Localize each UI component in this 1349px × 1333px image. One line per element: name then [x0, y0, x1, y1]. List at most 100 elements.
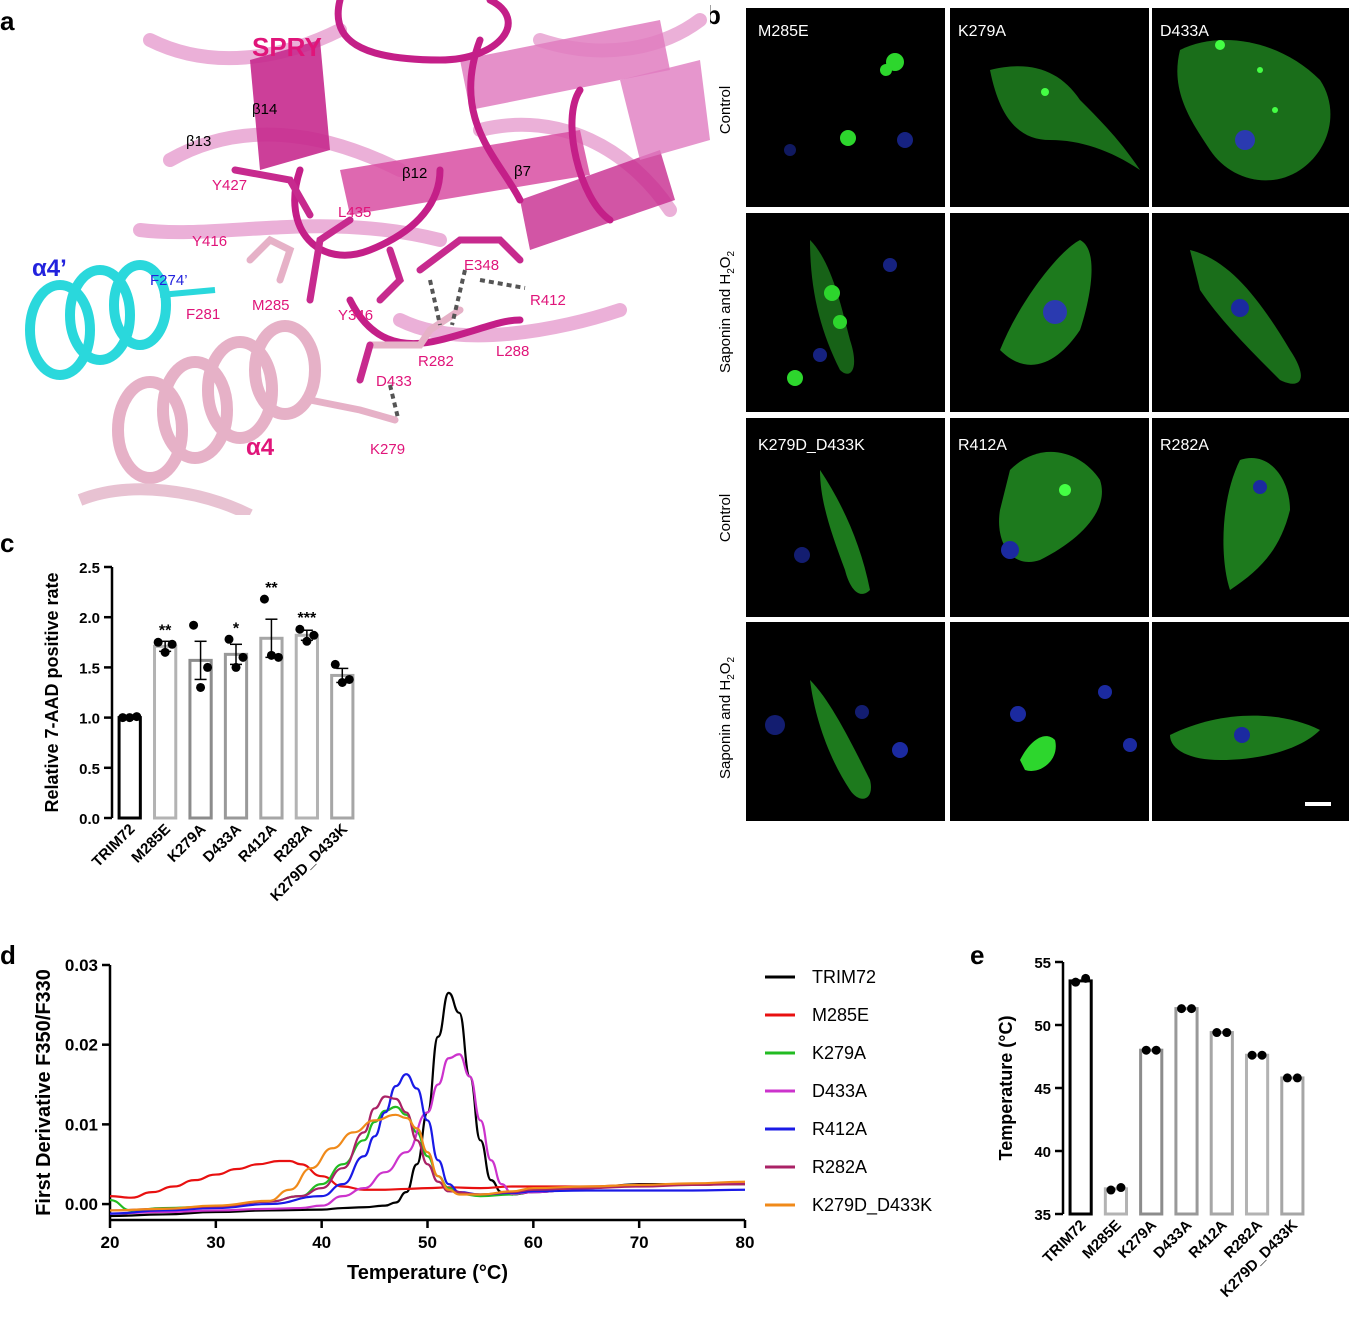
data-point [302, 637, 311, 646]
y-tick-label: 2.5 [79, 560, 100, 577]
y-axis-label: Relative 7-AAD positive rate [42, 572, 62, 812]
residue-label-k279: K279 [370, 441, 405, 458]
y-tick-label: 40 [1034, 1144, 1051, 1161]
data-point [168, 640, 177, 649]
data-point [331, 660, 340, 669]
tile-title-m285e: M285E [758, 23, 809, 40]
y-tick-label: 0.03 [65, 956, 98, 975]
y-tick-label: 0.00 [65, 1195, 98, 1214]
residue-label-r412: R412 [530, 292, 566, 309]
bar-r412a [261, 638, 282, 818]
y-tick-label: 1.0 [79, 711, 100, 728]
bar-trim72 [1070, 981, 1091, 1214]
category-label: K279A [1115, 1217, 1160, 1262]
category-label: K279A [164, 821, 209, 866]
y-tick-label: 55 [1034, 955, 1051, 972]
series-line-m285e [110, 1161, 745, 1198]
tile-title-k279a: K279A [958, 23, 1006, 40]
spry-label: SPRY [252, 32, 322, 62]
category-label: TRIM72 [1040, 1217, 1090, 1267]
microscopy-panel: Control Saponin and H2O2 Control Saponin… [700, 0, 1349, 830]
bar-r282a [1246, 1055, 1267, 1214]
x-tick-label: 20 [101, 1233, 120, 1252]
significance-mark: ** [159, 622, 172, 639]
significance-mark: *** [298, 610, 317, 627]
y-axis-label: First Derivative F350/F330 [33, 969, 55, 1216]
tile-title-r282a: R282A [1160, 437, 1209, 454]
microscopy-grid: Control Saponin and H2O2 Control Saponin… [700, 0, 1349, 830]
data-point [309, 631, 318, 640]
data-point [239, 653, 248, 662]
bar-m285e [155, 646, 176, 818]
legend-label-r282a: R282A [812, 1157, 867, 1177]
significance-mark: * [233, 620, 240, 637]
alpha4-label: α4 [246, 434, 275, 461]
data-point [1283, 1073, 1292, 1082]
residue-label-y346: Y346 [338, 307, 373, 324]
row-label-control-1: Control [717, 86, 734, 134]
bar-d433a [225, 654, 246, 818]
category-label: M285E [1079, 1217, 1125, 1263]
series-line-r282a [110, 1096, 745, 1210]
y-tick-label: 0.5 [79, 761, 100, 778]
data-point [1258, 1051, 1267, 1060]
bar-k279a [1141, 1050, 1162, 1214]
tile-title-k279d-d433k: K279D_D433K [758, 437, 865, 454]
category-label: R412A [1186, 1217, 1231, 1262]
category-label: TRIM72 [89, 821, 139, 871]
data-point [274, 653, 283, 662]
x-axis-label: Temperature (°C) [347, 1262, 508, 1284]
series-line-r412a [110, 1074, 745, 1213]
y-axis-label: Temperature (°C) [996, 1016, 1016, 1161]
residue-label-l435: L435 [338, 204, 371, 221]
data-point [1081, 974, 1090, 983]
y-tick-label: 0.0 [79, 811, 100, 828]
category-label: D433A [200, 821, 245, 866]
y-tick-label: 1.5 [79, 660, 100, 677]
residue-label-e348: E348 [464, 257, 499, 274]
bar-d433a [1176, 1009, 1197, 1214]
legend-label-m285e: M285E [812, 1005, 869, 1025]
alpha4-prime-label: α4’ [32, 255, 67, 282]
bar-r412a [1211, 1033, 1232, 1214]
bar-trim72 [119, 718, 140, 818]
data-point [345, 675, 354, 684]
chart-c: 0.00.51.01.52.02.5TRIM72**M285EK279A*D43… [0, 540, 400, 920]
legend-label-trim72: TRIM72 [812, 967, 876, 987]
structure-panel: SPRY α4’ α4 β14 β13 β12 β7 Y427 L435 Y41… [20, 0, 710, 515]
data-point [132, 712, 141, 721]
data-point [232, 663, 241, 672]
data-point [1222, 1028, 1231, 1037]
strand-label-b7: β7 [514, 163, 531, 180]
y-tick-label: 2.0 [79, 610, 100, 627]
strand-label-b14: β14 [252, 101, 277, 118]
bar-k279d_d433k [332, 675, 353, 818]
data-point [1248, 1051, 1257, 1060]
y-tick-label: 0.01 [65, 1115, 98, 1134]
x-tick-label: 70 [630, 1233, 649, 1252]
chart-d: 0.00 0.01 0.02 0.03 20 30 40 50 60 70 80 Temperatur… [0, 940, 980, 1333]
tile-title-d433a: D433A [1160, 23, 1209, 40]
data-point [1152, 1046, 1161, 1055]
chart-e: 3540455055TRIM72M285EK279AD433AR412AR282… [980, 940, 1349, 1333]
data-point [1187, 1004, 1196, 1013]
legend-label-r412a: R412A [812, 1119, 867, 1139]
y-tick-label: 45 [1034, 1081, 1051, 1098]
x-tick-label: 40 [312, 1233, 331, 1252]
panel-label-a: a [0, 6, 14, 37]
residue-label-m285: M285 [252, 297, 290, 314]
residue-label-l288: L288 [496, 343, 529, 360]
legend-label-k279a: K279A [812, 1043, 866, 1063]
row-label-saponin-1: Saponin and H2O2 [717, 251, 737, 373]
data-point [196, 683, 205, 692]
residue-label-r282: R282 [418, 353, 454, 370]
x-tick-label: 30 [206, 1233, 225, 1252]
x-tick-label: 80 [736, 1233, 755, 1252]
residue-label-y416: Y416 [192, 233, 227, 250]
data-point [1177, 1004, 1186, 1013]
row-label-control-2: Control [717, 494, 734, 542]
residue-label-y427: Y427 [212, 177, 247, 194]
series-line-trim72 [110, 993, 745, 1216]
series-line-k279a [110, 1107, 745, 1211]
data-point [1116, 1183, 1125, 1192]
